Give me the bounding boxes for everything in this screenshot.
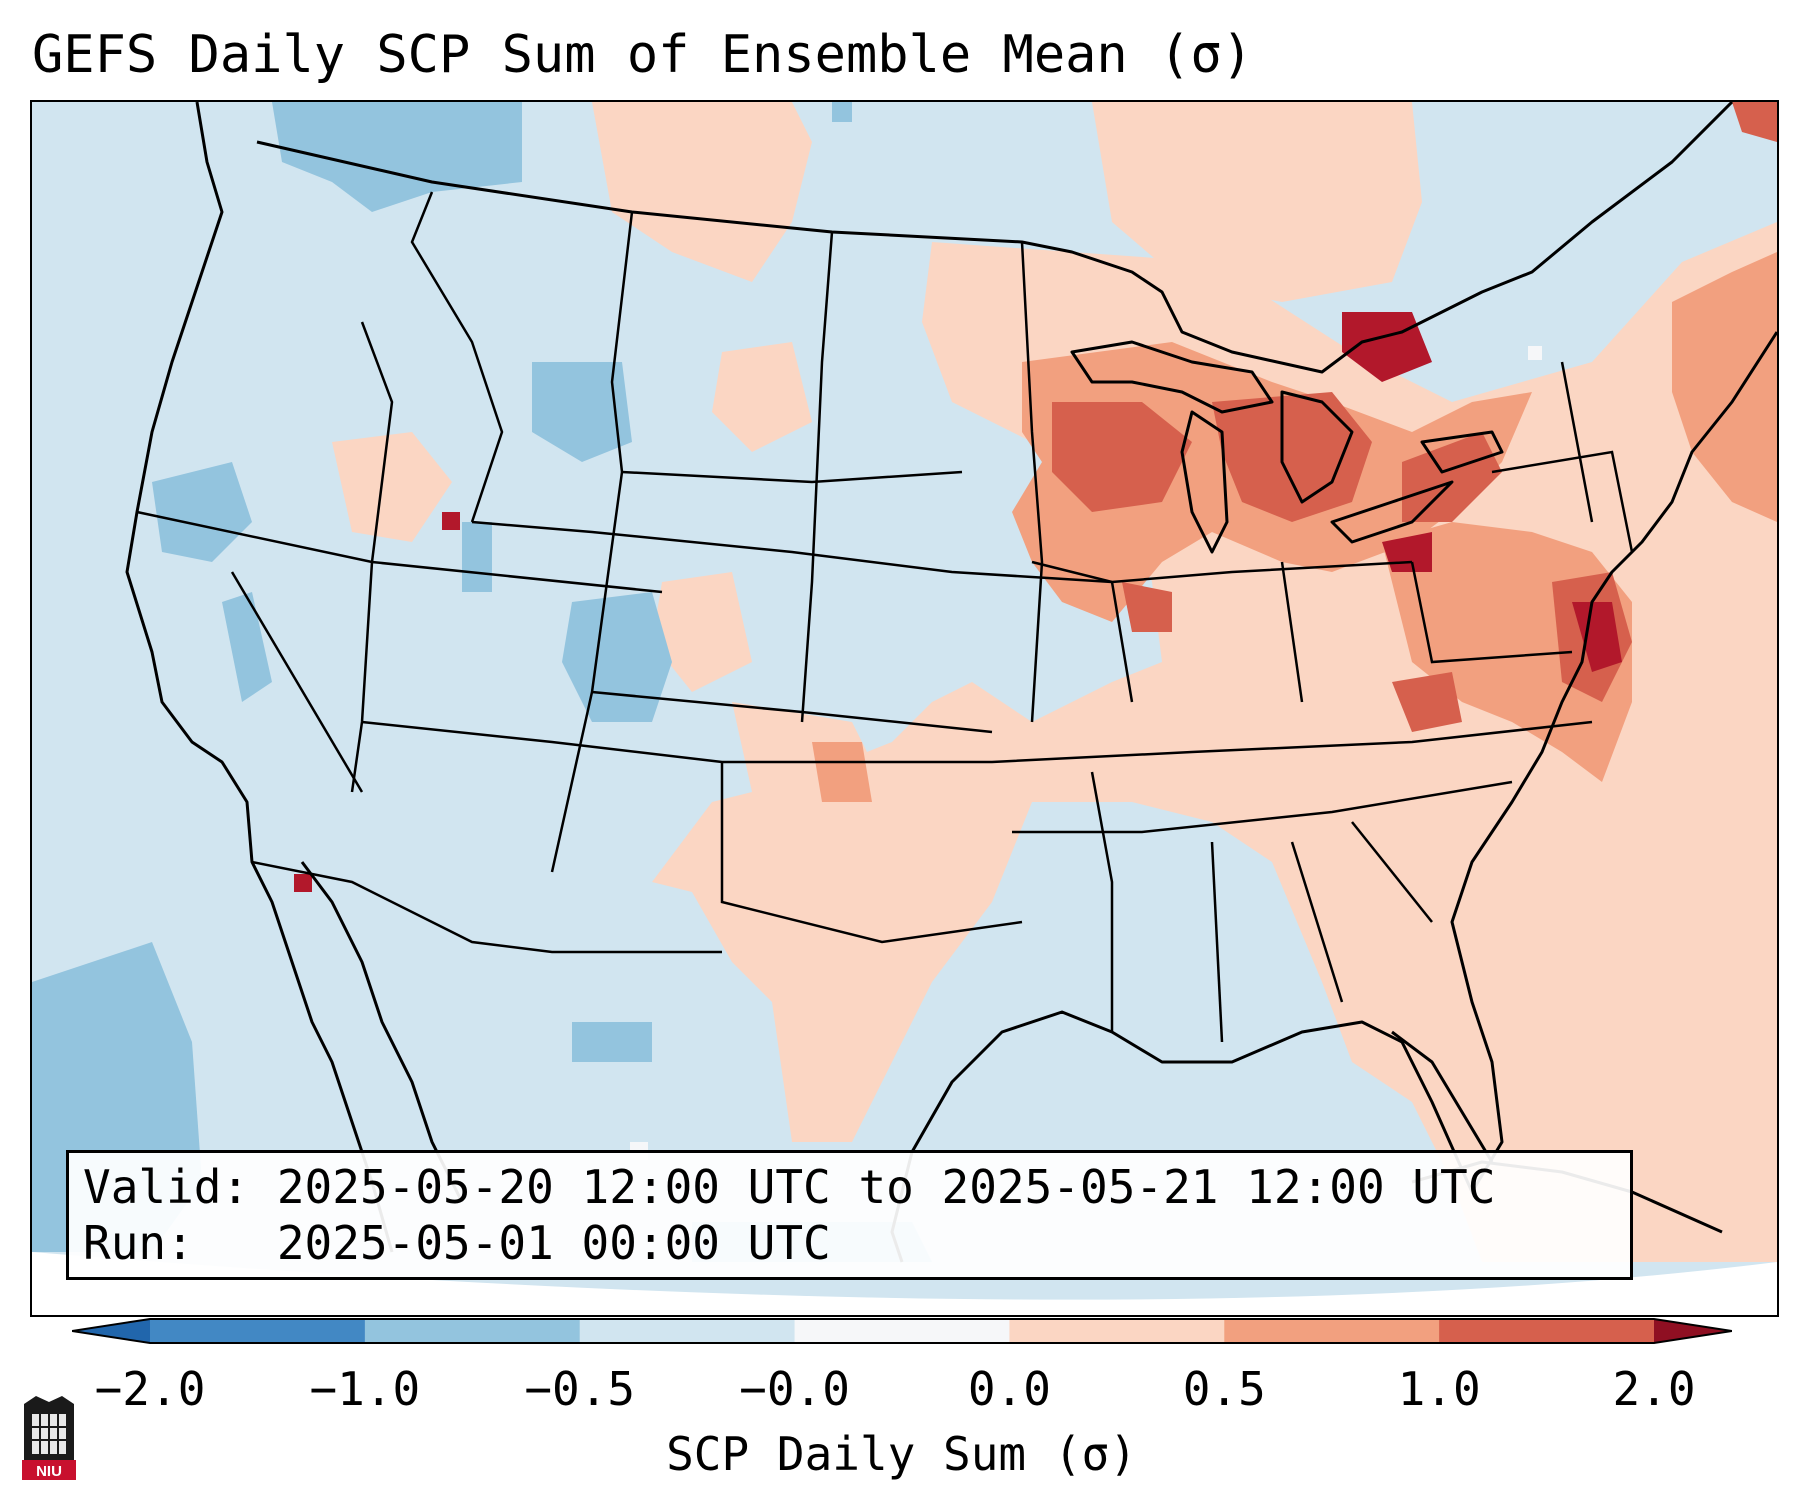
colorbar-segment <box>1224 1319 1440 1343</box>
field-strong-positive <box>1052 102 1777 732</box>
state-borders <box>136 191 1634 1043</box>
colorbar-segment <box>1009 1319 1225 1343</box>
colorbar-tick-label: 0.5 <box>1182 1362 1266 1416</box>
svg-text:NIU: NIU <box>36 1463 62 1480</box>
colorbar-tick-label: 2.0 <box>1612 1362 1696 1416</box>
niu-logo-icon: NIU <box>22 1396 76 1480</box>
colorbar-tick-label: −2.0 <box>94 1362 206 1416</box>
colorbar-under-arrow <box>72 1319 150 1343</box>
coastlines-and-borders <box>125 102 1777 1263</box>
colorbar-over-arrow <box>1654 1319 1732 1343</box>
colorbar-label: SCP Daily Sum (σ) <box>666 1427 1137 1481</box>
colorbar-segments <box>150 1319 1655 1343</box>
run-time-line: Run: 2025-05-01 00:00 UTC <box>83 1216 831 1270</box>
colorbar <box>72 1318 1732 1344</box>
colorbar-tick-label: −0.5 <box>524 1362 636 1416</box>
colorbar-segment <box>150 1319 366 1343</box>
colorbar-outline <box>72 1318 1732 1344</box>
map-panel <box>30 100 1779 1317</box>
valid-time-line: Valid: 2025-05-20 12:00 UTC to 2025-05-2… <box>83 1160 1496 1214</box>
colorbar-tick-label: 1.0 <box>1397 1362 1481 1416</box>
field-weak-positive <box>332 102 1777 1262</box>
colorbar-segment <box>579 1319 796 1343</box>
scp-map <box>32 102 1777 1315</box>
colorbar-tick-label: −1.0 <box>309 1362 421 1416</box>
colorbar-tick-label: 0.0 <box>967 1362 1051 1416</box>
colorbar-segment <box>364 1319 581 1343</box>
valid-run-info-box: Valid: 2025-05-20 12:00 UTC to 2025-05-2… <box>66 1150 1633 1280</box>
colorbar-segment <box>794 1319 1010 1343</box>
colorbar-segment <box>1439 1319 1655 1343</box>
field-near-zero-cell <box>1528 346 1542 360</box>
colorbar-tick-label: −0.0 <box>739 1362 850 1416</box>
map-title: GEFS Daily SCP Sum of Ensemble Mean (σ) <box>32 25 1253 85</box>
